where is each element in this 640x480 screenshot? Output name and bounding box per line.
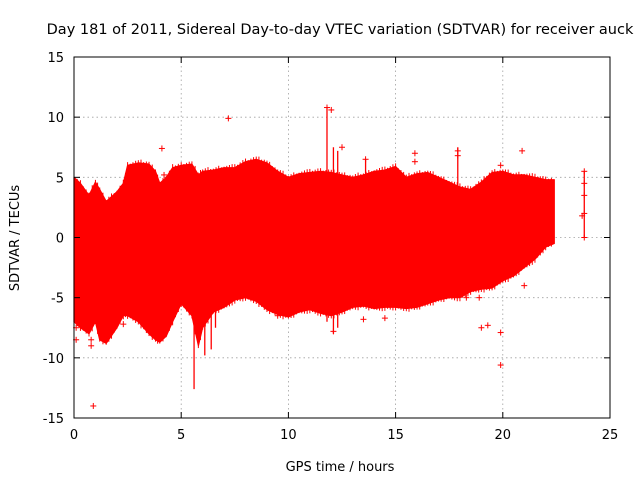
- outlier-point: [519, 147, 526, 154]
- outlier-point: [330, 328, 337, 335]
- x-tick-label: 20: [495, 428, 512, 443]
- outlier-point: [328, 106, 335, 113]
- outlier-point: [362, 156, 369, 163]
- chart-title: Day 181 of 2011, Sidereal Day-to-day VTE…: [47, 22, 634, 38]
- outlier-point: [581, 168, 588, 175]
- outlier-point: [411, 158, 418, 165]
- y-tick-label: 0: [56, 232, 64, 247]
- outlier-point: [497, 362, 504, 369]
- outlier-point: [579, 212, 586, 219]
- y-tick-labels: -15 -10 -5 0 5 10 15: [43, 51, 64, 427]
- outlier-point: [476, 294, 483, 301]
- outlier-point: [521, 282, 528, 289]
- outlier-point: [88, 342, 95, 349]
- outlier-point: [90, 402, 97, 409]
- outlier-point: [463, 288, 470, 295]
- x-tick-label: 25: [602, 428, 619, 443]
- y-tick-label: 15: [47, 51, 64, 66]
- outlier-point: [103, 324, 110, 331]
- outlier-point: [120, 321, 127, 328]
- y-tick-label: 5: [56, 171, 64, 186]
- outlier-point: [339, 144, 345, 151]
- outlier-point: [484, 322, 491, 329]
- outlier-point: [497, 329, 504, 336]
- x-tick-labels: 0 5 10 15 20 25: [70, 428, 618, 443]
- outlier-point: [323, 104, 330, 111]
- outlier-point: [158, 145, 165, 152]
- outlier-point: [88, 336, 95, 343]
- outlier-point: [274, 312, 281, 319]
- x-tick-label: 0: [70, 428, 78, 443]
- y-axis-label: SDTVAR / TECUs: [8, 185, 23, 292]
- outlier-point: [581, 192, 588, 199]
- y-tick-label: -10: [43, 352, 64, 367]
- sdtvar-band: [73, 158, 555, 347]
- outlier-point: [581, 180, 588, 187]
- outlier-point: [381, 315, 388, 322]
- outlier-point: [463, 294, 470, 301]
- outlier-point: [360, 316, 367, 323]
- outlier-point: [225, 115, 232, 122]
- outlier-point: [178, 300, 185, 307]
- y-tick-label: 10: [47, 111, 64, 126]
- y-tick-label: -15: [43, 412, 64, 427]
- outlier-point: [581, 234, 588, 241]
- outlier-point: [497, 162, 504, 169]
- x-axis-label: GPS time / hours: [286, 460, 395, 475]
- outlier-point: [411, 150, 418, 157]
- data-layer: [73, 104, 588, 409]
- outlier-point: [454, 152, 461, 159]
- x-tick-label: 10: [280, 428, 297, 443]
- axis-ticks: [73, 56, 611, 419]
- outlier-point: [478, 324, 485, 331]
- outlier-point: [161, 171, 168, 178]
- x-tick-label: 15: [387, 428, 404, 443]
- x-tick-label: 5: [177, 428, 185, 443]
- y-tick-label: -5: [51, 292, 64, 307]
